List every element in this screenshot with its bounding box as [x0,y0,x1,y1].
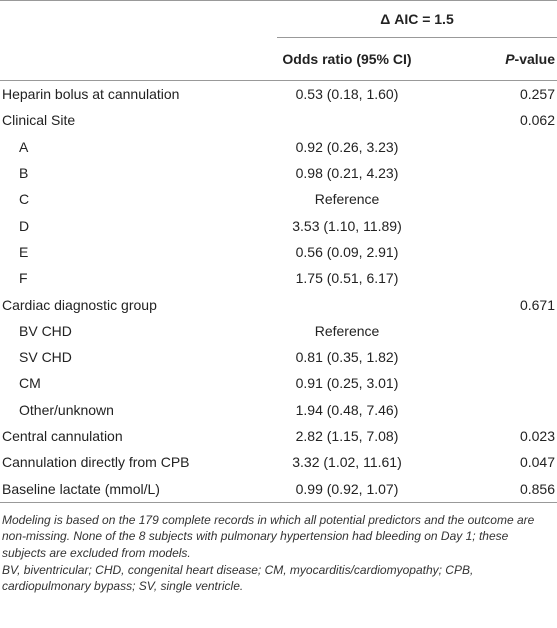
odds-ratio: 1.94 (0.48, 7.46) [295,401,399,418]
sub-row: CM 0.91 (0.25, 3.01) [0,370,557,396]
odds-ratio: 0.56 (0.09, 2.91) [295,243,399,260]
p-value: 0.047 [519,454,555,471]
row-label: A [19,138,29,155]
odds-ratio: 0.91 (0.25, 3.01) [295,375,399,392]
p-value [417,370,557,396]
sub-row: SV CHD 0.81 (0.35, 1.82) [0,344,557,370]
sub-row: E 0.56 (0.09, 2.91) [0,239,557,265]
column-header: P-value [417,37,557,81]
odds-ratio: 0.99 (0.92, 1.07) [277,475,417,503]
odds-ratio: Reference [314,322,380,339]
row-label: Other/unknown [19,401,114,418]
odds-ratio: 0.53 (0.18, 1.60) [295,86,399,103]
sub-row: A 0.92 (0.26, 3.23) [0,134,557,160]
row-label: CM [19,375,41,392]
row-label: D [19,217,30,234]
blank-cell [0,37,277,81]
odds-ratio [277,291,417,317]
model-header: Δ AIC = 1.5 [277,0,557,38]
p-value [417,318,557,344]
row-label: Clinical Site [2,112,76,129]
p-value [417,134,557,160]
row-label: Cannulation directly from CPB [2,454,190,471]
p-value [417,212,557,238]
row: Cardiac diagnostic group 0.671 [0,291,557,317]
footnote: Modeling is based on the 179 complete re… [2,512,535,560]
sub-row: C Reference [0,186,557,212]
odds-ratio: 3.53 (1.10, 11.89) [292,217,402,234]
p-value: 0.257 [519,86,555,103]
column-header: Odds ratio (95% CI) [277,37,417,81]
row-label: B [19,165,29,182]
odds-ratio: 0.98 (0.21, 4.23) [295,165,399,182]
row-label: Cardiac diagnostic group [2,296,157,313]
row-label: Baseline lactate (mmol/L) [0,475,277,503]
column-header-text: P-value [505,51,555,67]
column-header-row: Odds ratio (95% CI) P-value [0,37,557,81]
odds-ratio: 2.82 (1.15, 7.08) [295,428,399,444]
odds-ratio: 1.75 (0.51, 6.17) [295,270,399,287]
sub-row: BV CHD Reference [0,318,557,344]
blank-cell [0,0,277,38]
sub-row: Other/unknown 1.94 (0.48, 7.46) [0,397,557,423]
row: Heparin bolus at cannulation 0.53 (0.18, … [0,81,557,108]
row-label: Heparin bolus at cannulation [2,86,180,103]
row-label: SV CHD [19,349,72,366]
p-value [417,265,557,291]
p-value [417,239,557,265]
row-label: F [19,270,28,287]
row: Clinical Site 0.062 [0,107,557,133]
p-value [417,160,557,186]
odds-ratio [277,107,417,133]
results-table: Δ AIC = 1.5 Odds ratio (95% CI) P-value … [0,0,557,503]
sub-row: D 3.53 (1.10, 11.89) [0,212,557,238]
row: Cannulation directly from CPB 3.32 (1.02,… [0,449,557,475]
row-label: C [19,191,30,208]
p-value: 0.671 [519,296,555,313]
p-value: 0.856 [417,475,557,503]
p-value [417,344,557,370]
footnote: BV, biventricular; CHD, congenital heart… [2,562,474,594]
odds-ratio: 3.32 (1.02, 11.61) [292,454,402,471]
header-row: Δ AIC = 1.5 [0,0,557,38]
row: Baseline lactate (mmol/L) 0.99 (0.92, 1.0… [0,475,557,503]
odds-ratio: Reference [314,191,380,208]
p-value: 0.023 [519,428,555,444]
odds-ratio: 0.92 (0.26, 3.23) [295,138,399,155]
p-value [417,186,557,212]
sub-row: B 0.98 (0.21, 4.23) [0,160,557,186]
p-value: 0.062 [519,112,555,129]
sub-row: F 1.75 (0.51, 6.17) [0,265,557,291]
row: Central cannulation 2.82 (1.15, 7.08) 0.02… [0,423,557,449]
table-body: Δ AIC = 1.5 Odds ratio (95% CI) P-value … [0,0,557,503]
p-value [417,397,557,423]
row-label: Central cannulation [2,428,123,444]
row-label: E [19,243,29,260]
odds-ratio: 0.81 (0.35, 1.82) [295,349,399,366]
row-label: BV CHD [19,322,72,339]
footnotes: Modeling is based on the 179 complete re… [0,503,557,595]
